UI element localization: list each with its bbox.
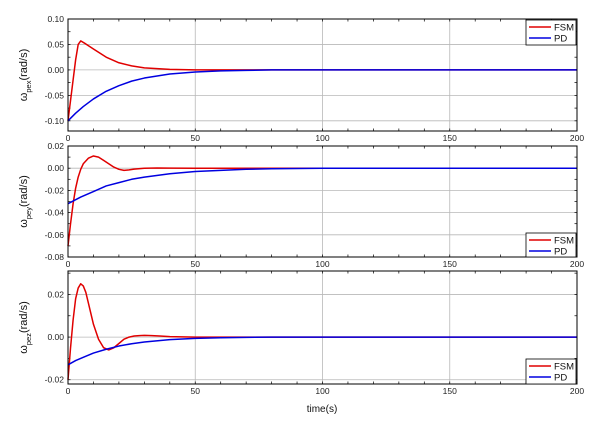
y-tick-label: -0.04 (45, 208, 65, 218)
x-tick-label: 150 (443, 259, 457, 269)
y-axis-label: ωpex(rad/s) (18, 49, 33, 101)
x-tick-label: 200 (570, 133, 584, 143)
legend-box (525, 232, 577, 258)
x-tick-label: 150 (443, 133, 457, 143)
x-tick-label: 100 (315, 133, 329, 143)
x-tick-label: 50 (191, 133, 201, 143)
y-tick-label: 0.00 (47, 65, 64, 75)
y-tick-label: -0.08 (45, 252, 65, 262)
y-tick-label: 0.02 (47, 141, 64, 151)
legend-label-pd: PD (554, 373, 567, 384)
y-axis-label: ωpez(rad/s) (18, 301, 33, 353)
x-tick-label: 50 (191, 259, 201, 269)
subplot-3: 0 50 100 150 200 -0.02 0.00 0.02 ωpez(rad/s) FSMP… (18, 270, 584, 396)
x-axis-label: time(s) (307, 404, 338, 415)
y-tick-label: 0.02 (47, 289, 64, 299)
series-line-pd (67, 336, 577, 366)
x-tick-label: 100 (315, 259, 329, 269)
x-tick-label: 100 (315, 386, 329, 396)
x-tick-label: 200 (570, 259, 584, 269)
x-tick-label: 200 (570, 386, 584, 396)
y-axis-label: ωpey(rad/s) (18, 175, 33, 227)
legend-label-fsm: FSM (554, 362, 574, 373)
y-tick-label: 0.00 (47, 332, 64, 342)
y-tick-label: -0.06 (45, 230, 65, 240)
legend-label-fsm: FSM (554, 236, 574, 247)
legend-label-fsm: FSM (554, 23, 574, 34)
subplot-2: 0 50 100 150 200 -0.08 -0.06 -0.04 -0.02 0.00 0.02… (18, 141, 584, 269)
series-line-fsm (67, 155, 577, 246)
y-tick-label: 0.10 (47, 14, 64, 24)
x-tick-label: 50 (191, 386, 201, 396)
series-line-pd (67, 69, 577, 122)
y-tick-label: 0.05 (47, 39, 64, 49)
series-line-fsm (67, 283, 577, 380)
plot-frame (67, 270, 578, 385)
y-tick-label: -0.10 (45, 116, 65, 126)
series-line-pd (67, 167, 577, 205)
x-tick-label: 150 (443, 386, 457, 396)
y-tick-label: -0.05 (45, 90, 65, 100)
x-tick-label: 0 (66, 386, 71, 396)
y-tick-label: 0.00 (47, 163, 64, 173)
y-tick-label: -0.02 (45, 375, 65, 385)
y-tick-label: -0.02 (45, 185, 65, 195)
subplot-1: 0 50 100 150 200 -0.10 -0.05 0.00 0.05 0.10 ωpex(r… (18, 14, 584, 143)
plot-frame (67, 145, 578, 258)
x-tick-label: 0 (66, 133, 71, 143)
plot-frame (67, 18, 578, 132)
legend-box (525, 358, 577, 385)
legend-box (525, 19, 577, 46)
legend-label-pd: PD (554, 34, 567, 45)
legend-label-pd: PD (554, 247, 567, 258)
x-tick-label: 0 (66, 259, 71, 269)
